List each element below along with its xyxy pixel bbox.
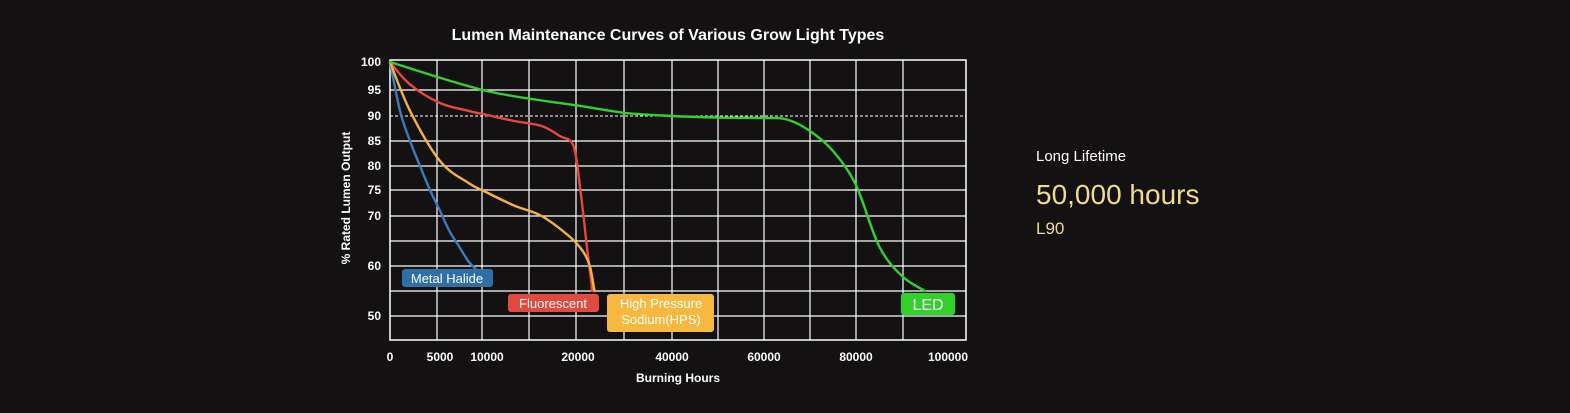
series-badge-fluorescent	[508, 294, 599, 312]
series-label-led: LED	[912, 297, 943, 314]
series-label-line: Sodium(HPS)	[621, 312, 700, 327]
series-label-fluorescent: Fluorescent	[519, 296, 587, 311]
x-tick-label: 100000	[928, 350, 968, 364]
series-line-hps	[388, 60, 596, 293]
x-tick-label: 20000	[561, 350, 595, 364]
series-line-metal-halide	[388, 60, 489, 283]
lifetime-rating: L90	[1036, 219, 1065, 238]
lifetime-callout: Long Lifetime 50,000 hours L90	[1036, 148, 1199, 239]
series-line-led	[388, 60, 927, 293]
lifetime-heading: Long Lifetime	[1036, 148, 1127, 165]
series-labels: Metal Halide Fluorescent High Pressure Sodi…	[402, 269, 955, 332]
lumen-maintenance-chart: Lumen Maintenance Curves of Various Grow…	[339, 27, 968, 385]
plot-border	[389, 59, 967, 341]
series-badge-led	[901, 293, 955, 315]
y-tick-label: 85	[368, 134, 382, 148]
lifetime-hours: 50,000 hours	[1036, 179, 1200, 210]
series-label-line: Metal Halide	[411, 271, 483, 286]
series-label-line: Fluorescent	[519, 296, 587, 311]
y-tick-label: 50	[368, 309, 382, 323]
series-label-line: High Pressure	[620, 296, 702, 311]
series-label-hps: High Pressure Sodium(HPS)	[620, 296, 702, 327]
y-tick-label: 80	[368, 159, 382, 173]
x-tick-label: 5000	[427, 350, 454, 364]
y-tick-label: 90	[368, 109, 382, 123]
x-tick-label: 40000	[655, 350, 689, 364]
y-tick-label: 100	[361, 55, 381, 69]
x-tick-label: 60000	[747, 350, 781, 364]
y-tick-label: 75	[368, 183, 382, 197]
series-lines	[388, 60, 927, 293]
series-label-line: LED	[912, 297, 943, 314]
y-tick-label: 70	[368, 209, 382, 223]
series-line-fluorescent	[388, 60, 594, 293]
x-tick-label: 10000	[470, 350, 504, 364]
y-tick-label: 60	[368, 259, 382, 273]
y-tick-label: 95	[368, 83, 382, 97]
series-label-metal-halide: Metal Halide	[411, 271, 483, 286]
x-tick-label: 0	[387, 350, 394, 364]
x-axis-label: Burning Hours	[636, 371, 720, 385]
chart-title: Lumen Maintenance Curves of Various Grow…	[452, 27, 885, 44]
x-tick-label: 80000	[839, 350, 873, 364]
series-badge-metal-halide	[402, 269, 493, 287]
axis-ticks: 100 95 90 85 80 75 70 60 50 0 5000 10000 20000 40000 6…	[361, 55, 968, 364]
series-badge-hps	[607, 294, 714, 332]
y-axis-label: % Rated Lumen Output	[339, 132, 353, 265]
